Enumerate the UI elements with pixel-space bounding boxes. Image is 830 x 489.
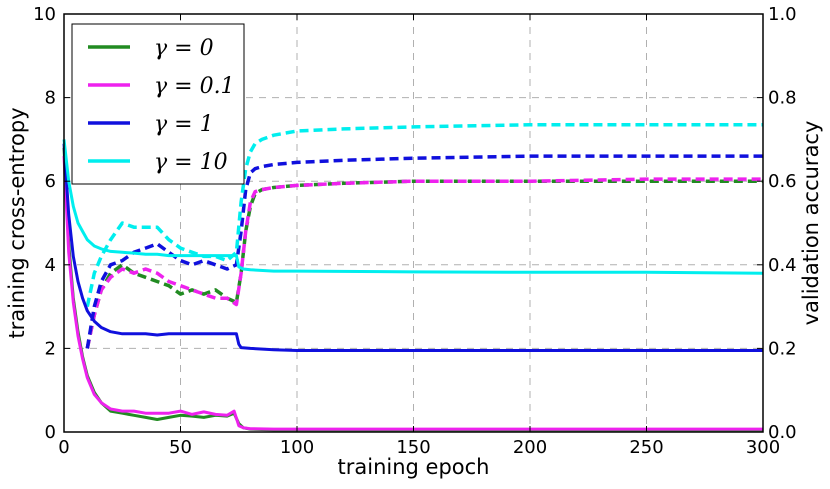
right-y-tick-label: 0.0: [768, 422, 797, 443]
right-y-tick-label: 0.8: [768, 88, 797, 109]
legend-box: [71, 23, 245, 185]
x-tick-label: 100: [280, 437, 314, 458]
train-loss-line-1: [62, 156, 763, 431]
left-y-tick-label: 2: [45, 338, 56, 359]
x-tick-label: 150: [396, 437, 430, 458]
left-y-axis-label: training cross-entropy: [5, 107, 29, 338]
legend: γ = 0 γ = 0.1 γ = 1 γ = 10: [71, 23, 245, 185]
x-tick-label: 200: [513, 437, 547, 458]
legend-label-3: γ = 10: [154, 150, 228, 175]
train-loss-line-2: [62, 143, 763, 352]
x-tick-label: 0: [58, 437, 69, 458]
x-tick-label: 300: [746, 437, 780, 458]
right-y-axis-label: validation accuracy: [799, 121, 823, 326]
legend-label-2: γ = 1: [154, 112, 214, 137]
left-y-tick-label: 10: [33, 4, 56, 25]
left-y-tick-label: 0: [45, 422, 56, 443]
legend-label-0: γ = 0: [154, 36, 214, 61]
series-lines: [62, 123, 764, 432]
axis-ticks: 0 50 100 150 200 250 300 0 2 4 6 8 10 0.0 0.2 0.4 0.6 0.8…: [33, 4, 797, 458]
val-accuracy-line-2: [85, 154, 763, 349]
right-y-tick-label: 0.2: [768, 338, 797, 359]
train-loss-line-3: [62, 139, 764, 275]
x-axis-label: training epoch: [338, 455, 490, 479]
x-tick-label: 250: [629, 437, 663, 458]
legend-label-1: γ = 0.1: [154, 74, 235, 99]
x-tick-label: 50: [169, 437, 192, 458]
right-y-tick-label: 1.0: [768, 4, 797, 25]
left-y-tick-label: 4: [45, 255, 56, 276]
right-y-tick-label: 0.4: [768, 255, 797, 276]
right-y-tick-label: 0.6: [768, 171, 797, 192]
left-y-tick-label: 8: [45, 88, 56, 109]
val-accuracy-line-1: [85, 177, 763, 349]
val-accuracy-line-3: [85, 123, 763, 307]
left-y-tick-label: 6: [45, 171, 56, 192]
